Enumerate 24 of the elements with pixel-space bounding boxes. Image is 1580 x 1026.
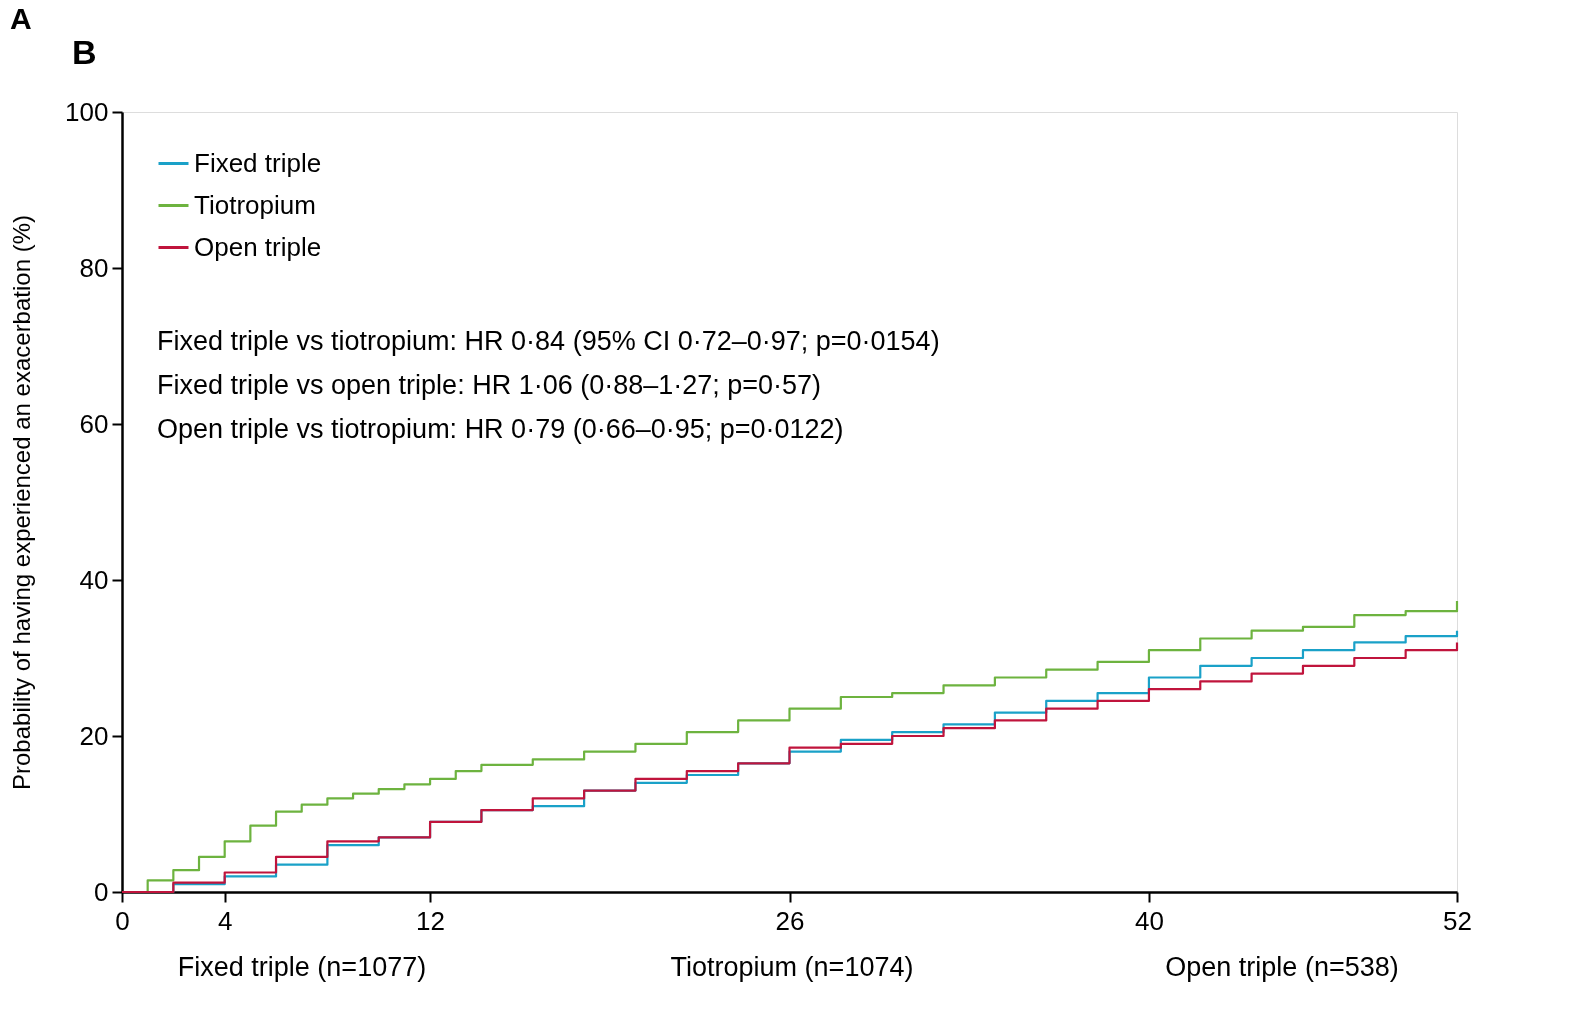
text: Tiotropium (n=1074)	[670, 952, 914, 982]
legend-label: Open triple	[194, 231, 322, 262]
chart-title: B	[72, 33, 97, 71]
x-tick-label: 12	[416, 905, 446, 936]
annotation: Fixed triple vs tiotropium: HR 0·84 (95% CI 0·72–0·97; p=0·0154)	[157, 326, 940, 356]
y-tick-label: 80	[79, 252, 109, 283]
y-tick-label: 60	[79, 408, 109, 439]
text: A	[10, 2, 32, 35]
y-axis-title: Probability of having experienced an exacerbation (%)	[8, 214, 36, 791]
annotation: Fixed triple vs open triple: HR 1·06 (0·88–1·27; p=0·57)	[157, 370, 822, 400]
x-tick-label: 52	[1443, 905, 1472, 936]
x-tick-label: 40	[1134, 905, 1164, 936]
annotation: Open triple vs tiotropium: HR 0·79 (0·66–0·95; p=0·0122)	[157, 414, 844, 444]
y-tick-label: 100	[65, 96, 109, 127]
legend-label: Fixed triple	[194, 147, 322, 178]
y-tick-label: 0	[94, 876, 109, 907]
x-tick-label: 26	[775, 905, 805, 936]
y-tick-label: 40	[79, 564, 109, 595]
y-tick-label: 20	[79, 720, 109, 751]
x-tick-label: 4	[217, 905, 233, 936]
x-tick-label: 0	[115, 905, 130, 936]
text: Open triple (n=538)	[1165, 952, 1399, 982]
text: Fixed triple (n=1077)	[177, 952, 427, 982]
legend-label: Tiotropium	[194, 189, 316, 220]
